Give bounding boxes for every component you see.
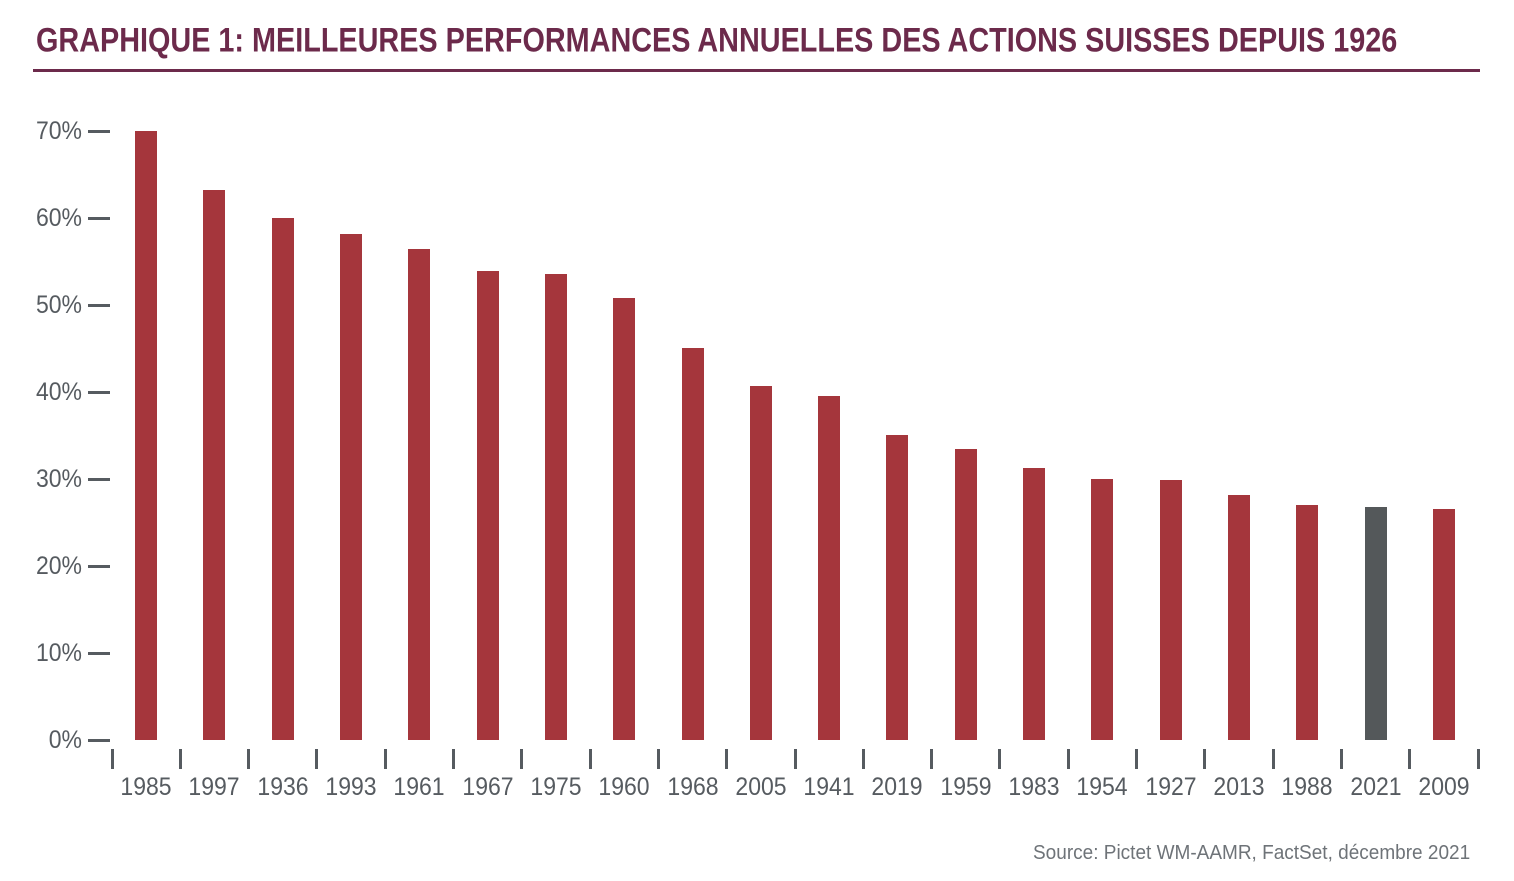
chart-title: GRAPHIQUE 1: MEILLEURES PERFORMANCES ANN… bbox=[36, 20, 1398, 59]
y-axis-label-50: 50% bbox=[35, 291, 82, 319]
x-axis-tick bbox=[520, 749, 524, 769]
x-axis-tick bbox=[1135, 749, 1138, 769]
y-axis-label-0: 0% bbox=[48, 726, 82, 754]
bar-1967 bbox=[476, 271, 499, 740]
x-axis-label-1941: 1941 bbox=[803, 773, 855, 801]
x-axis-tick bbox=[930, 749, 934, 769]
x-axis-tick bbox=[1476, 749, 1480, 769]
x-axis-tick bbox=[315, 749, 319, 769]
bar-2005 bbox=[749, 385, 772, 740]
x-axis-label-1961: 1961 bbox=[393, 773, 445, 801]
x-axis-tick bbox=[793, 749, 797, 769]
bar-1988 bbox=[1296, 505, 1319, 740]
x-axis-label-1927: 1927 bbox=[1145, 773, 1197, 801]
y-axis-tick bbox=[88, 739, 110, 742]
x-axis-label-2005: 2005 bbox=[735, 773, 787, 801]
bar-1936 bbox=[271, 218, 294, 740]
x-axis-tick bbox=[1066, 749, 1070, 769]
bar-1968 bbox=[681, 347, 704, 740]
bar-2021 bbox=[1364, 506, 1387, 740]
x-axis-label-1968: 1968 bbox=[666, 773, 719, 801]
x-axis-tick bbox=[178, 749, 182, 769]
y-axis-label-70: 70% bbox=[35, 117, 82, 145]
x-axis-tick bbox=[247, 749, 251, 769]
y-axis-tick bbox=[88, 652, 110, 655]
x-axis-label-1936: 1936 bbox=[257, 773, 309, 801]
x-axis-tick bbox=[656, 749, 660, 769]
x-axis-tick bbox=[452, 749, 455, 769]
x-axis-tick bbox=[110, 749, 114, 769]
x-axis-label-1954: 1954 bbox=[1076, 773, 1128, 801]
y-axis-label-40: 40% bbox=[35, 378, 82, 406]
x-axis-label-1997: 1997 bbox=[188, 773, 241, 801]
y-axis-tick bbox=[88, 217, 110, 220]
x-axis-tick bbox=[383, 749, 387, 769]
x-axis-label-2009: 2009 bbox=[1418, 773, 1470, 801]
y-axis-tick bbox=[88, 130, 110, 133]
y-axis-label-30: 30% bbox=[35, 465, 82, 493]
x-axis-tick bbox=[588, 749, 592, 769]
x-axis-label-2013: 2013 bbox=[1213, 773, 1265, 801]
x-axis-label-1988: 1988 bbox=[1281, 773, 1333, 801]
x-axis-label-1975: 1975 bbox=[530, 773, 582, 801]
x-axis-tick bbox=[861, 749, 865, 769]
bar-1983 bbox=[1023, 467, 1046, 740]
bar-1985 bbox=[135, 131, 158, 740]
x-axis-tick bbox=[1339, 749, 1343, 769]
y-axis-tick bbox=[88, 304, 110, 307]
bar-2019 bbox=[886, 434, 909, 740]
x-axis-label-1985: 1985 bbox=[120, 773, 172, 801]
x-axis-tick bbox=[1203, 749, 1207, 769]
y-axis-label-60: 60% bbox=[35, 204, 82, 232]
bar-1997 bbox=[203, 190, 226, 740]
bar-1959 bbox=[954, 449, 977, 740]
x-axis-label-1983: 1983 bbox=[1008, 773, 1060, 801]
x-axis-tick bbox=[1271, 749, 1275, 769]
x-axis-label-2021: 2021 bbox=[1349, 773, 1402, 801]
x-axis-tick bbox=[1408, 749, 1412, 769]
bar-1975 bbox=[544, 273, 567, 740]
y-axis-tick bbox=[88, 565, 110, 568]
x-axis-tick bbox=[725, 749, 729, 769]
bar-1954 bbox=[1091, 479, 1114, 740]
bar-2013 bbox=[1227, 494, 1250, 740]
plot-area: 1985 1997 1936 1993 1961 1967 1975 1960 1968 2005… bbox=[110, 131, 1480, 801]
title-rule bbox=[33, 69, 1480, 72]
x-axis-label-2019: 2019 bbox=[871, 773, 924, 801]
bar-1993 bbox=[340, 233, 363, 740]
x-axis-label-1960: 1960 bbox=[598, 773, 650, 801]
bar-1961 bbox=[408, 249, 431, 740]
x-axis-tick bbox=[998, 749, 1002, 769]
x-axis-label-1967: 1967 bbox=[462, 773, 514, 801]
bar-1941 bbox=[818, 396, 841, 740]
y-axis-tick bbox=[88, 478, 110, 481]
bar-1960 bbox=[613, 298, 636, 740]
source-text: Source: Pictet WM-AAMR, FactSet, décembr… bbox=[1032, 842, 1470, 864]
y-axis-label-10: 10% bbox=[35, 639, 82, 667]
y-axis-tick bbox=[88, 391, 110, 394]
bar-1927 bbox=[1159, 479, 1182, 740]
x-axis-label-1959: 1959 bbox=[940, 773, 992, 801]
y-axis-label-20: 20% bbox=[35, 552, 82, 580]
bar-2009 bbox=[1432, 508, 1455, 740]
x-axis-label-1993: 1993 bbox=[325, 773, 377, 801]
